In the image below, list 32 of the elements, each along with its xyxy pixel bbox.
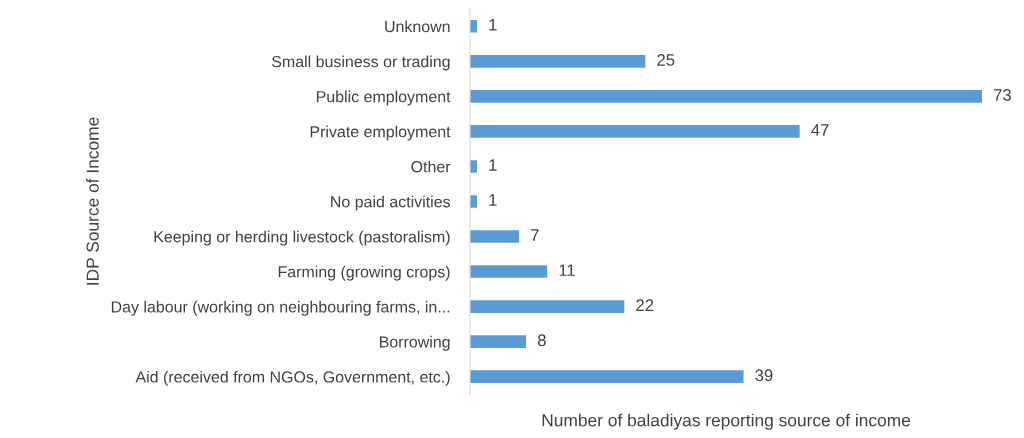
bar bbox=[470, 125, 800, 138]
data-label: 39 bbox=[755, 369, 773, 382]
y-tick-label: Other bbox=[411, 160, 451, 173]
bar bbox=[470, 335, 527, 348]
data-label: 25 bbox=[657, 53, 675, 66]
bar bbox=[470, 90, 983, 103]
data-label: 1 bbox=[489, 159, 497, 171]
y-tick-label: Private employment bbox=[310, 125, 451, 141]
data-label: 1 bbox=[489, 194, 497, 206]
data-label: 73 bbox=[993, 89, 1011, 101]
x-axis-title: Number of baladiyas reporting source of income bbox=[542, 413, 911, 430]
y-axis-title: IDP Source of Income bbox=[86, 117, 99, 285]
y-tick-label: Unknown bbox=[385, 20, 450, 33]
y-tick-label: Small business or trading bbox=[271, 55, 450, 71]
y-tick-label: Farming (growing crops) bbox=[278, 265, 450, 281]
data-label: 7 bbox=[531, 229, 539, 241]
data-label: 47 bbox=[811, 124, 829, 136]
y-tick-label: Public employment bbox=[316, 90, 451, 106]
bar bbox=[470, 230, 520, 243]
bar bbox=[470, 300, 625, 313]
data-label: 1 bbox=[489, 19, 497, 31]
bar bbox=[470, 265, 548, 278]
bar bbox=[470, 55, 646, 68]
data-label: 8 bbox=[537, 334, 546, 347]
y-tick-label: Aid (received from NGOs, Government, etc.) bbox=[135, 370, 450, 386]
y-tick-label: Borrowing bbox=[379, 335, 450, 351]
y-tick-label: Keeping or herding livestock (pastoralism) bbox=[154, 230, 450, 246]
y-tick-label: Day labour (working on neighbouring farms, in... bbox=[111, 300, 450, 316]
y-tick-label: No paid activities bbox=[331, 195, 450, 211]
data-label: 11 bbox=[559, 264, 575, 276]
data-label: 22 bbox=[636, 299, 654, 311]
bar bbox=[470, 370, 744, 383]
